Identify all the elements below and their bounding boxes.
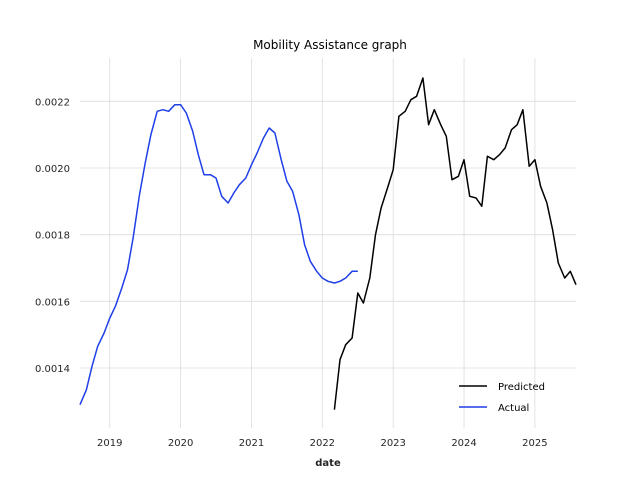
y-tick-label: 0.0020 bbox=[35, 164, 70, 175]
legend-label-predicted: Predicted bbox=[498, 382, 545, 393]
x-tick-label: 2024 bbox=[451, 438, 476, 449]
y-tick-label: 0.0022 bbox=[35, 97, 70, 108]
series-line-actual bbox=[79, 103, 358, 405]
x-tick-label: 2020 bbox=[168, 438, 193, 449]
grid bbox=[80, 58, 576, 428]
chart-title: Mobility Assistance graph bbox=[253, 38, 407, 52]
x-axis-label: date bbox=[315, 458, 341, 469]
x-tick-label: 2019 bbox=[97, 438, 122, 449]
axis-ticks: 2019 2020 2021 2022 2023 2024 2025 0.0014 0.0016… bbox=[35, 97, 548, 449]
y-tick-label: 0.0018 bbox=[35, 231, 70, 242]
legend: Predicted Actual bbox=[459, 382, 545, 414]
x-tick-label: 2023 bbox=[380, 438, 405, 449]
x-tick-label: 2025 bbox=[522, 438, 547, 449]
y-tick-label: 0.0016 bbox=[35, 297, 70, 308]
y-tick-label: 0.0014 bbox=[35, 364, 70, 375]
series-lines bbox=[79, 77, 577, 410]
series-line-predicted bbox=[333, 77, 577, 410]
legend-label-actual: Actual bbox=[498, 403, 529, 414]
x-tick-label: 2021 bbox=[239, 438, 264, 449]
x-tick-label: 2022 bbox=[310, 438, 335, 449]
